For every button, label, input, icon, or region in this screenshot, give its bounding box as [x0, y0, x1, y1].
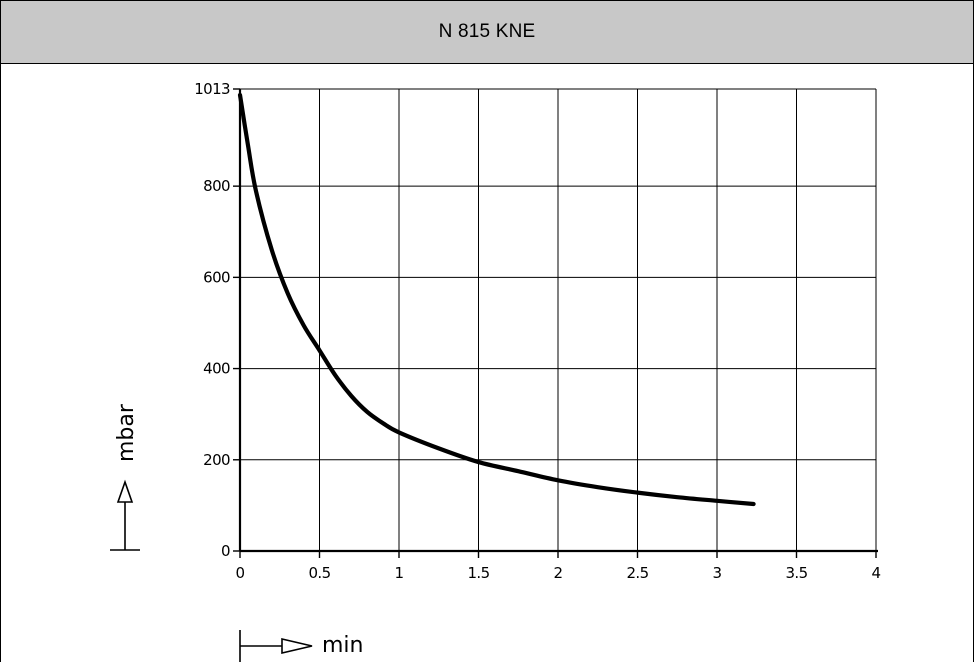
axis-title-layer: mbar min: [110, 403, 364, 662]
x-tick-label: 1.5: [467, 564, 489, 582]
y-axis-title: mbar: [114, 403, 139, 462]
chart-title: N 815 KNE: [438, 21, 536, 42]
y-axis-arrow-icon: [110, 479, 140, 551]
y-tick-label: 0: [221, 542, 230, 560]
x-tick-label: 0.5: [308, 564, 330, 582]
x-tick-label: 3: [713, 564, 722, 582]
x-axis-title: min: [322, 633, 364, 658]
x-tick-label: 2: [554, 564, 563, 582]
y-tick-label: 1013: [194, 80, 230, 98]
y-tick-label: 800: [203, 177, 230, 195]
x-tick-label: 2.5: [626, 564, 648, 582]
x-tick-label: 0: [236, 564, 245, 582]
x-tick-label: 4: [872, 564, 881, 582]
x-axis-arrow-icon: [239, 630, 313, 662]
y-tick-label: 400: [203, 360, 230, 378]
series-line: [237, 92, 756, 507]
y-tick-label: 600: [203, 268, 230, 286]
tick-label-layer: 0 0.5 1 1.5 2 2.5 3 3.5 4 0 200 400 600 800 1013: [194, 80, 881, 582]
x-tick-label: 1: [395, 564, 404, 582]
axis-layer: [233, 88, 878, 558]
series-layer: [237, 92, 756, 507]
title-bar: N 815 KNE: [1, 1, 973, 64]
y-tick-label: 200: [203, 451, 230, 469]
grid-layer: [240, 88, 877, 551]
x-tick-label: 3.5: [785, 564, 807, 582]
